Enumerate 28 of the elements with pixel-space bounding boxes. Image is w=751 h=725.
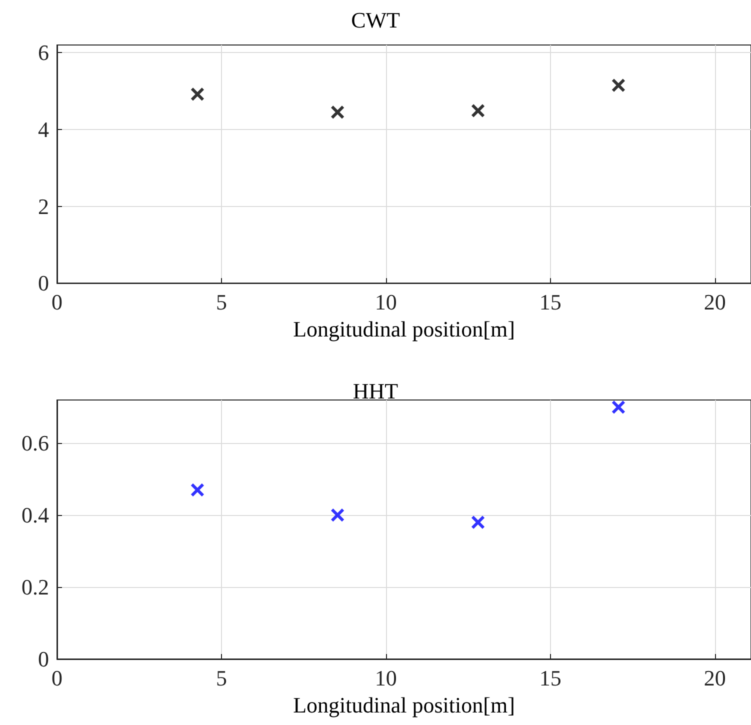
x-tick-label: 20 [704,666,726,690]
point [330,105,345,120]
point [611,78,626,92]
point [190,87,204,102]
x-tick-label: 15 [539,666,562,690]
y-tick-label: 6 [38,40,49,66]
y-tick-label: 2 [38,194,49,219]
y-tick-label: 4 [38,116,49,142]
point [190,482,204,497]
y-tick-label: 0 [38,646,49,672]
x-tick-label: 20 [704,290,726,315]
point [330,508,345,522]
x-tick-label: 15 [539,290,562,315]
chart-title: CWT [351,8,400,32]
y-tick-label: 0.2 [22,574,49,600]
y-tick-label: 0 [38,270,49,296]
x-axis-title: Longitudinal position[m] [293,316,515,342]
y-tick-label: 0.6 [22,430,49,456]
x-tick-label: 5 [216,666,227,690]
point [611,400,626,414]
x-tick-label: 10 [374,290,397,315]
x-axis-title: Longitudinal position[m] [293,692,515,718]
point [471,515,486,530]
point [471,104,486,118]
y-tick-label: 0.4 [22,502,49,528]
chart-title: HHT [352,378,399,404]
x-tick-label: 10 [374,666,397,690]
x-tick-label: 5 [216,290,227,315]
